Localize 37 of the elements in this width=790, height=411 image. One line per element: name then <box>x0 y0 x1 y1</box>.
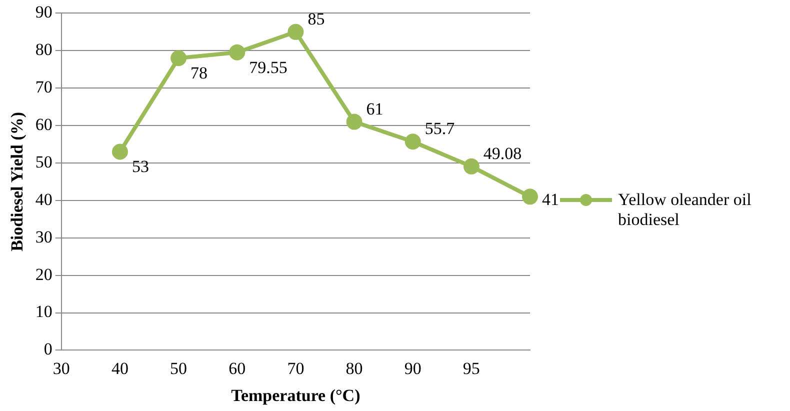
data-label: 49.08 <box>483 144 522 163</box>
data-label: 61 <box>366 99 384 118</box>
x-tick-label: 90 <box>404 358 422 378</box>
x-tick-label: 95 <box>462 358 480 378</box>
y-tick-label: 60 <box>35 115 52 134</box>
point <box>170 50 187 66</box>
point <box>112 144 128 160</box>
x-tick-label: 40 <box>111 358 128 378</box>
data-label: 41 <box>542 190 559 210</box>
point <box>522 188 538 205</box>
y-tick-label: 50 <box>35 152 52 172</box>
data-label: 55.7 <box>424 119 456 138</box>
y-axis-title: Biodiesel Yield (%) <box>8 112 27 252</box>
y-tick-label: 80 <box>35 40 52 60</box>
y-tick-label: 40 <box>35 190 52 209</box>
x-tick-label: 60 <box>228 358 246 378</box>
x-axis-title: Temperature (°C) <box>231 386 360 406</box>
y-tick-label: 10 <box>35 302 52 322</box>
legend-label: Yellow oleander oil biodiesel <box>618 190 752 230</box>
point <box>288 24 304 40</box>
y-tick-label: 20 <box>35 264 52 284</box>
x-tick-label: 50 <box>170 358 188 378</box>
data-label: 53 <box>132 157 149 176</box>
data-label: 85 <box>308 9 325 28</box>
data-label: 79.55 <box>249 58 288 77</box>
y-tick-label: 30 <box>35 227 52 246</box>
y-tick-label: 0 <box>44 340 52 359</box>
data-label: 78 <box>190 64 208 83</box>
x-tick-label: 30 <box>52 358 70 378</box>
point <box>346 114 362 130</box>
y-tick-label: 90 <box>35 2 52 22</box>
point <box>463 158 480 174</box>
y-tick-label: 70 <box>35 78 52 97</box>
point <box>404 134 421 150</box>
point <box>229 44 246 60</box>
x-tick-label: 80 <box>346 358 363 378</box>
x-tick-label: 70 <box>287 358 304 378</box>
